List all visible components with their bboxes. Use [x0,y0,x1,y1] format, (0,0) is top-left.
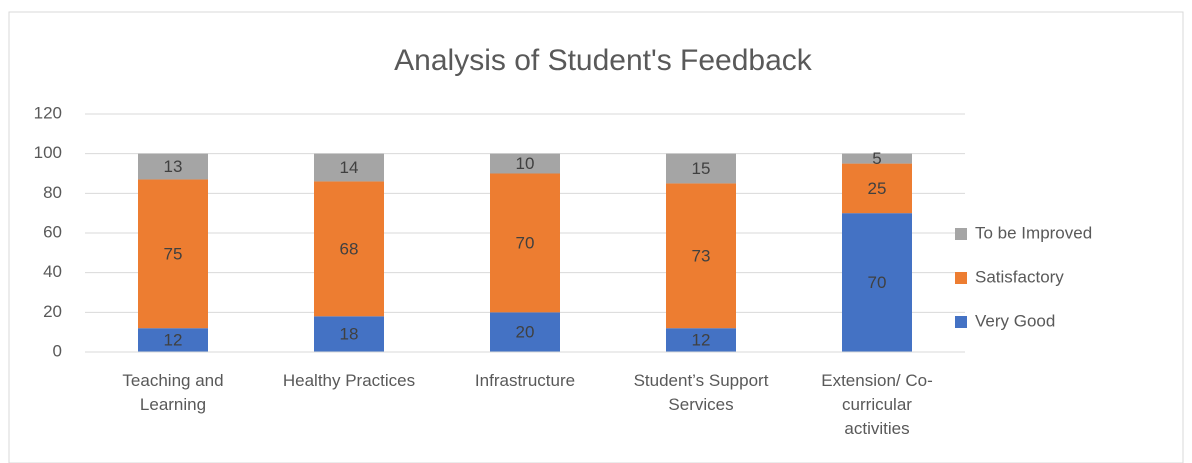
data-label: 70 [868,273,887,292]
data-label: 5 [872,149,881,168]
y-tick-label: 100 [34,143,62,162]
bar-segment [666,183,736,329]
bar-segment [490,173,560,313]
bar-segment [490,312,560,352]
legend-label: Very Good [975,311,1055,330]
bar-segment [138,328,208,352]
bar-segment [842,213,912,352]
data-label: 20 [516,323,535,342]
data-label: 70 [516,233,535,252]
data-label: 13 [164,157,183,176]
bar-segment [138,153,208,180]
data-label: 68 [340,239,359,258]
x-tick-label: Infrastructure [475,371,575,390]
legend-label: To be Improved [975,223,1092,242]
bar-segment [314,316,384,352]
data-label: 75 [164,244,183,263]
y-tick-label: 20 [43,302,62,321]
data-label: 14 [340,158,359,177]
x-tick-label: Teaching and Learning [122,371,223,414]
bar-segment [666,153,736,184]
chart-title: Analysis of Student's Feedback [394,44,813,77]
y-tick-label: 40 [43,262,62,281]
data-label: 12 [692,331,711,350]
legend-swatch [955,272,967,284]
data-label: 18 [340,325,359,344]
data-label: 25 [868,179,887,198]
legend-swatch [955,228,967,240]
bar-segment [666,328,736,352]
y-tick-label: 80 [43,183,62,202]
data-label: 73 [692,246,711,265]
bar-segment [842,153,912,164]
x-tick-label: Student’s Support Services [634,371,769,414]
bar-segment [842,163,912,214]
bar-segment [490,153,560,174]
data-label: 15 [692,159,711,178]
legend-swatch [955,316,967,328]
y-tick-label: 60 [43,222,62,241]
y-tick-label: 0 [53,341,62,360]
data-label: 10 [516,154,535,173]
legend-label: Satisfactory [975,267,1064,286]
bar-segment [314,181,384,317]
x-tick-label: Healthy Practices [283,371,415,390]
x-tick-label: Extension/ Co-curricular activities [821,371,933,438]
y-tick-label: 120 [34,103,62,122]
bar-segment [314,153,384,182]
bar-segment [138,179,208,329]
data-label: 12 [164,331,183,350]
